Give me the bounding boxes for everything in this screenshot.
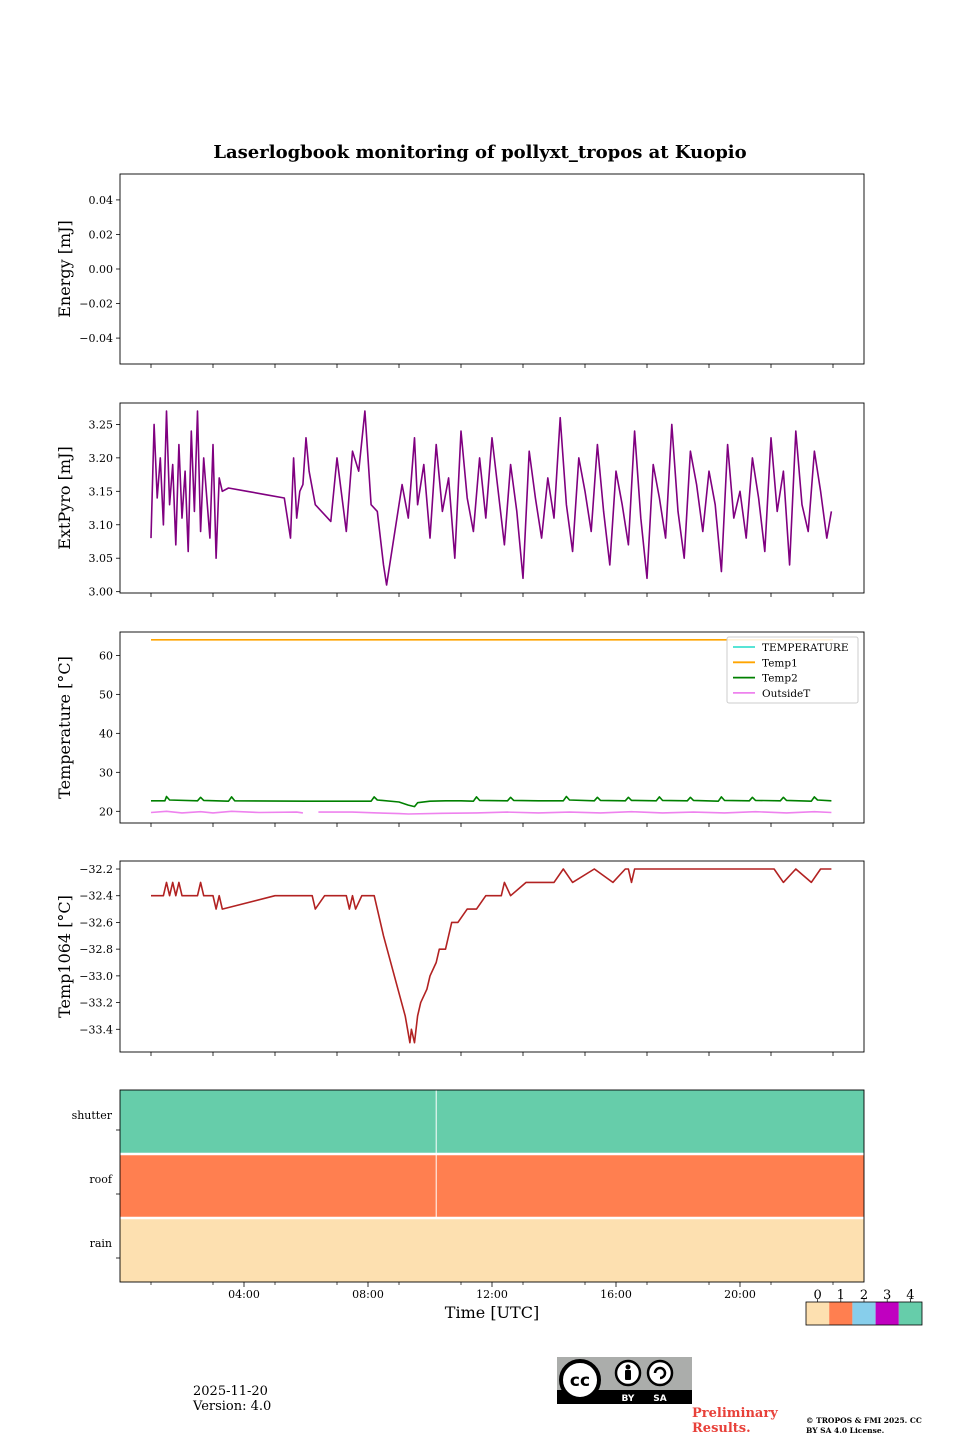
axes-frame [119,860,865,1053]
series-line-temp2 [151,795,832,808]
y-tick-label: 60 [99,649,113,662]
axes-frame [119,1089,865,1283]
row-label-rain: rain [90,1237,112,1250]
colorbar-label: 1 [837,1288,845,1303]
x-tick-label: 04:00 [228,1288,260,1301]
y-tick-label: 3.20 [89,452,114,465]
x-axis-label: Time [UTC] [445,1303,539,1322]
y-axis-label: Temperature [°C] [55,656,74,799]
y-axis-label: ExtPyro [mJ] [55,446,74,549]
y-axis-label: Temp1064 [°C] [55,895,74,1018]
by-icon-body [625,1370,631,1380]
colorbar-label: 2 [860,1288,868,1303]
legend-label: OutsideT [762,688,810,700]
x-tick-label: 12:00 [476,1288,508,1301]
panel-5: shutter roof rain 04:00 08:00 12:00 16:00 20:00… [72,1089,923,1326]
sa-icon-arrow [653,1366,667,1380]
y-tick-label: −0.04 [79,332,113,345]
legend-box [726,636,859,704]
y-axis-label: Energy [mJ] [55,220,74,318]
series-line-extpyro [150,410,833,586]
row-label-roof: roof [89,1173,113,1186]
panel-1: 0.04 0.02 0.00 −0.02 −0.04 Energy [mJ] [55,173,865,368]
by-icon-head [625,1364,631,1370]
legend-label: TEMPERATURE [762,642,849,654]
panel-3: 60 50 40 30 20 Temperature [°C] TEMPERATURE Tem… [55,631,865,827]
series-line-temp1064 [151,868,832,1044]
x-tick-label: 20:00 [724,1288,756,1301]
y-tick-label: −32.2 [79,863,113,876]
x-tick-label: 08:00 [352,1288,384,1301]
y-tick-label: 50 [99,688,113,701]
cc-license-badge: cc BY SA [557,1357,692,1404]
y-tick-label: −32.8 [79,943,113,956]
copyright-note: © TROPOS & FMI 2025. CC BY SA 4.0 Licens… [806,1416,922,1435]
panel-2: 3.25 3.20 3.15 3.10 3.05 3.00 ExtPyro [mJ] [55,402,865,599]
cc-logo-icon [559,1359,601,1401]
y-tick-label: 0.00 [89,263,114,276]
y-tick-label: 40 [99,727,113,740]
cc-logo-text: cc [570,1371,590,1391]
chart-title: Laserlogbook monitoring of pollyxt_tropo… [213,142,746,163]
colorbar-swatch-3 [875,1302,899,1325]
sa-label: SA [653,1394,666,1404]
y-tick-label: −32.4 [79,890,113,903]
y-tick-label: 30 [99,766,113,779]
y-tick-label: 0.04 [89,194,114,207]
colorbar-frame [805,1301,923,1326]
axes-frame [119,631,865,824]
legend-label: Temp2 [762,673,798,685]
colorbar-swatch-0 [806,1302,830,1325]
sa-sharealike-icon [646,1359,674,1387]
row-label-shutter: shutter [72,1109,113,1122]
y-tick-label: 0.02 [89,228,114,241]
status-band-rain [120,1218,864,1282]
y-tick-label: 3.05 [89,552,114,565]
status-band-roof [120,1154,864,1218]
x-tick-label: 16:00 [600,1288,632,1301]
y-tick-label: −33.0 [79,970,113,983]
y-tick-label: 3.00 [89,586,114,599]
y-tick-label: −33.2 [79,997,113,1010]
series-line-outsidet [150,810,832,815]
colorbar-label: 3 [883,1288,891,1303]
y-tick-label: 3.10 [89,519,114,532]
legend-label: Temp1 [762,657,798,669]
colorbar-swatch-2 [852,1302,876,1325]
y-tick-label: −0.02 [79,298,113,311]
colorbar-swatch-1 [829,1302,853,1325]
colorbar-label: 0 [813,1288,821,1303]
date-label: 2025-11-20 [193,1384,268,1399]
by-label: BY [622,1394,635,1404]
colorbar-swatch-4 [898,1302,922,1325]
y-tick-label: 20 [99,805,113,818]
axes-frame [119,402,865,594]
colorbar-label: 4 [906,1288,914,1303]
y-tick-label: 3.25 [89,418,114,431]
status-band-shutter [120,1090,864,1154]
preliminary-results-note: Preliminary Results. [692,1406,778,1436]
y-tick-label: −33.4 [79,1023,113,1036]
version-label: Version: 4.0 [193,1399,272,1414]
y-tick-label: 3.15 [89,485,114,498]
axes-frame [119,173,865,365]
y-tick-label: −32.6 [79,916,113,929]
panel-4: −32.2 −32.4 −32.6 −32.8 −33.0 −33.2 −33.4 Temp1… [55,860,865,1056]
